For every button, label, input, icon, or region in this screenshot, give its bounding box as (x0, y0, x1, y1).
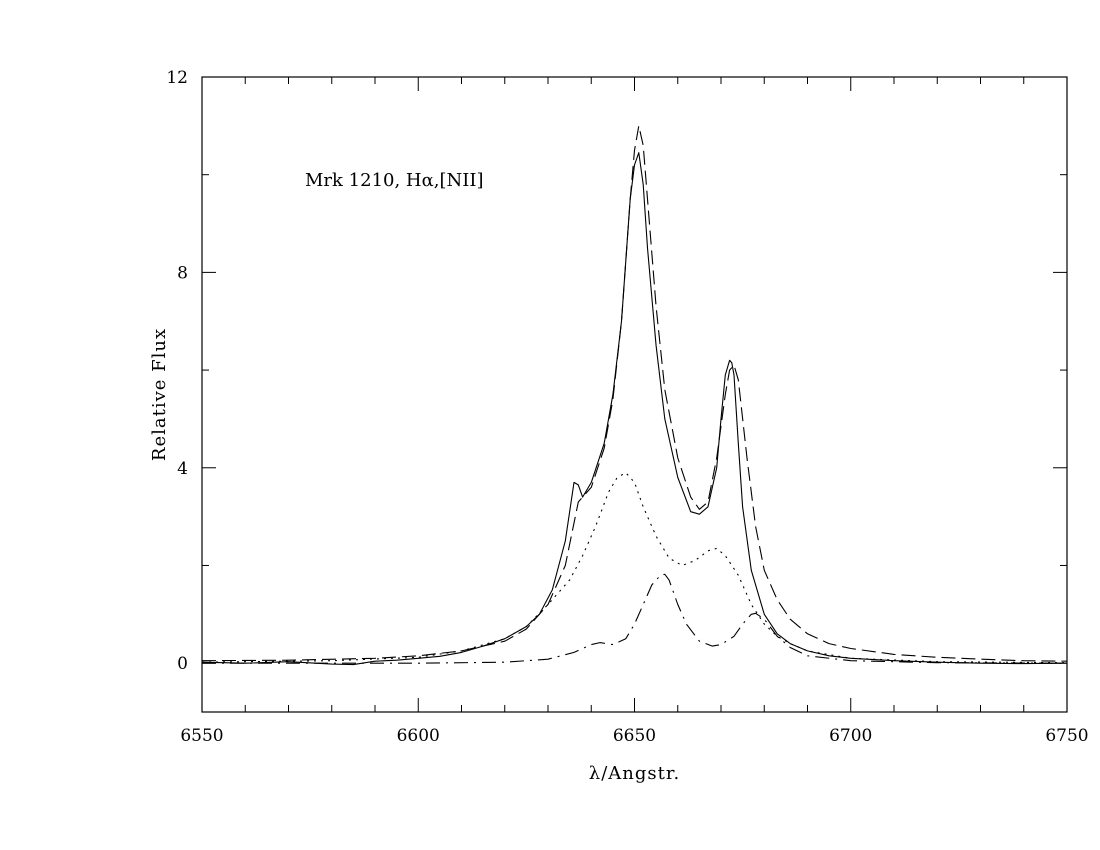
y-tick-label: 4 (177, 459, 188, 479)
y-axis-label: Relative Flux (149, 328, 170, 461)
x-tick-label: 6700 (829, 726, 872, 746)
x-tick-label: 6750 (1045, 726, 1088, 746)
y-tick-label: 0 (177, 654, 188, 674)
series-line-solid (201, 152, 1068, 666)
series-line-dashed (201, 125, 1068, 662)
series-line-dashdot (202, 573, 1068, 664)
series-line-dotted (201, 472, 1068, 664)
tick-labels: 6550 6600 6650 6700 6750 0 4 8 12 (166, 68, 1088, 746)
y-tick-label: 8 (177, 263, 188, 283)
y-tick-label: 12 (166, 68, 188, 88)
spectrum-annotation: Mrk 1210, Hα,[NII] (305, 170, 484, 191)
data-series (201, 125, 1068, 666)
x-tick-label: 6600 (397, 726, 440, 746)
x-tick-label: 6550 (180, 726, 223, 746)
x-axis-label: λ/Angstr. (589, 763, 680, 784)
x-tick-label: 6650 (613, 726, 656, 746)
